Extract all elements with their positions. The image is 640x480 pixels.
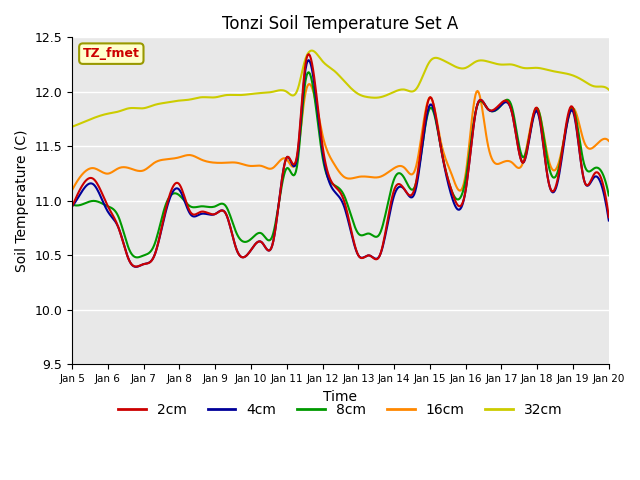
16cm <box>360 174 367 180</box>
4cm <box>325 179 333 185</box>
2cm <box>328 180 336 186</box>
8cm <box>510 115 518 120</box>
32cm <box>328 66 335 72</box>
2cm <box>68 204 76 209</box>
4cm <box>132 264 140 270</box>
16cm <box>594 140 602 146</box>
32cm <box>389 90 397 96</box>
4cm <box>605 217 612 223</box>
8cm <box>605 192 612 198</box>
8cm <box>390 177 397 183</box>
16cm <box>68 187 76 193</box>
32cm <box>324 63 332 69</box>
16cm <box>324 150 332 156</box>
16cm <box>328 156 335 162</box>
4cm <box>361 254 369 260</box>
Line: 16cm: 16cm <box>72 84 609 191</box>
Line: 4cm: 4cm <box>72 60 609 267</box>
16cm <box>605 138 612 144</box>
4cm <box>305 57 312 63</box>
32cm <box>360 93 367 99</box>
8cm <box>305 69 312 75</box>
32cm <box>68 124 76 130</box>
2cm <box>594 170 602 176</box>
32cm <box>308 48 316 53</box>
2cm <box>361 254 369 260</box>
8cm <box>328 181 336 187</box>
8cm <box>361 232 369 238</box>
2cm <box>325 174 333 180</box>
Text: TZ_fmet: TZ_fmet <box>83 47 140 60</box>
32cm <box>509 62 517 68</box>
16cm <box>305 81 312 87</box>
16cm <box>389 166 397 172</box>
4cm <box>68 204 76 209</box>
Legend: 2cm, 4cm, 8cm, 16cm, 32cm: 2cm, 4cm, 8cm, 16cm, 32cm <box>113 398 568 423</box>
8cm <box>594 165 602 171</box>
2cm <box>305 51 312 57</box>
8cm <box>133 254 141 260</box>
32cm <box>593 84 601 89</box>
16cm <box>510 162 518 168</box>
8cm <box>325 178 333 183</box>
4cm <box>390 194 397 200</box>
2cm <box>132 264 140 269</box>
4cm <box>328 186 336 192</box>
Line: 8cm: 8cm <box>72 72 609 257</box>
2cm <box>605 215 612 220</box>
Title: Tonzi Soil Temperature Set A: Tonzi Soil Temperature Set A <box>222 15 459 33</box>
4cm <box>510 120 518 126</box>
2cm <box>390 188 397 194</box>
2cm <box>510 121 518 127</box>
4cm <box>594 175 602 180</box>
Y-axis label: Soil Temperature (C): Soil Temperature (C) <box>15 130 29 272</box>
32cm <box>605 87 612 93</box>
X-axis label: Time: Time <box>323 390 358 404</box>
Line: 32cm: 32cm <box>72 50 609 127</box>
8cm <box>68 201 76 207</box>
Line: 2cm: 2cm <box>72 54 609 266</box>
16cm <box>456 188 464 193</box>
